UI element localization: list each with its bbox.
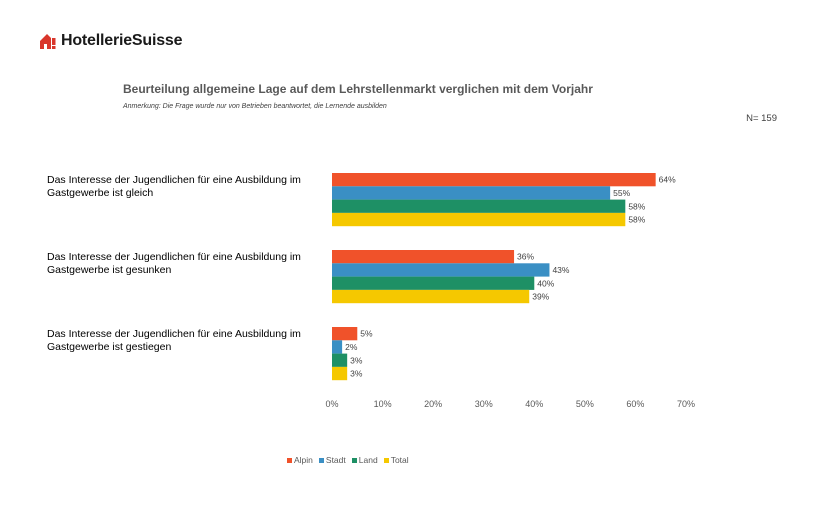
chart-note: Anmerkung: Die Frage wurde nur von Betri…	[123, 103, 387, 110]
bar-alpin	[332, 173, 656, 187]
x-tick-label: 30%	[475, 399, 493, 409]
data-label: 36%	[517, 252, 534, 262]
data-label: 58%	[628, 201, 645, 211]
legend: Alpin Stadt Land Total	[287, 455, 409, 465]
data-label: 55%	[613, 188, 630, 198]
data-label: 40%	[537, 278, 554, 288]
data-label: 43%	[552, 265, 569, 275]
chart-title: Beurteilung allgemeine Lage auf dem Lehr…	[123, 82, 593, 96]
hotel-logo-icon	[40, 33, 56, 49]
category-label: Das Interesse der Jugendlichen für eine …	[47, 251, 301, 276]
x-tick-label: 40%	[525, 399, 543, 409]
brand-name: HotellerieSuisse	[61, 32, 183, 49]
bar-stadt	[332, 186, 611, 200]
logo: HotellerieSuisse	[40, 32, 183, 50]
x-tick-label: 10%	[374, 399, 392, 409]
bar-land	[332, 353, 348, 367]
bar-total	[332, 212, 626, 227]
data-label: 39%	[532, 292, 549, 302]
bar-alpin	[332, 250, 515, 264]
data-label: 58%	[628, 215, 645, 225]
data-label: 2%	[345, 342, 358, 352]
data-label: 3%	[350, 369, 363, 379]
legend-item: Total	[383, 455, 409, 465]
bar-land	[332, 276, 535, 290]
bar-total	[332, 366, 348, 381]
category-label: Das Interesse der Jugendlichen für eine …	[47, 174, 301, 199]
sample-size: N= 159	[746, 113, 777, 124]
data-label: 5%	[360, 329, 373, 339]
legend-item: Alpin	[287, 455, 313, 465]
data-label: 64%	[659, 175, 676, 185]
x-tick-label: 50%	[576, 399, 594, 409]
bar-stadt	[332, 263, 550, 277]
legend-item: Land	[351, 455, 378, 465]
bar-alpin	[332, 327, 358, 341]
x-tick-label: 0%	[325, 399, 338, 409]
category-label: Das Interesse der Jugendlichen für eine …	[47, 328, 301, 353]
x-tick-label: 20%	[424, 399, 442, 409]
bar-land	[332, 199, 626, 213]
bar-stadt	[332, 340, 343, 354]
data-label: 3%	[350, 355, 363, 365]
legend-item: Stadt	[318, 455, 346, 465]
x-tick-label: 70%	[677, 399, 695, 409]
x-tick-label: 60%	[626, 399, 644, 409]
bar-total	[332, 289, 530, 304]
